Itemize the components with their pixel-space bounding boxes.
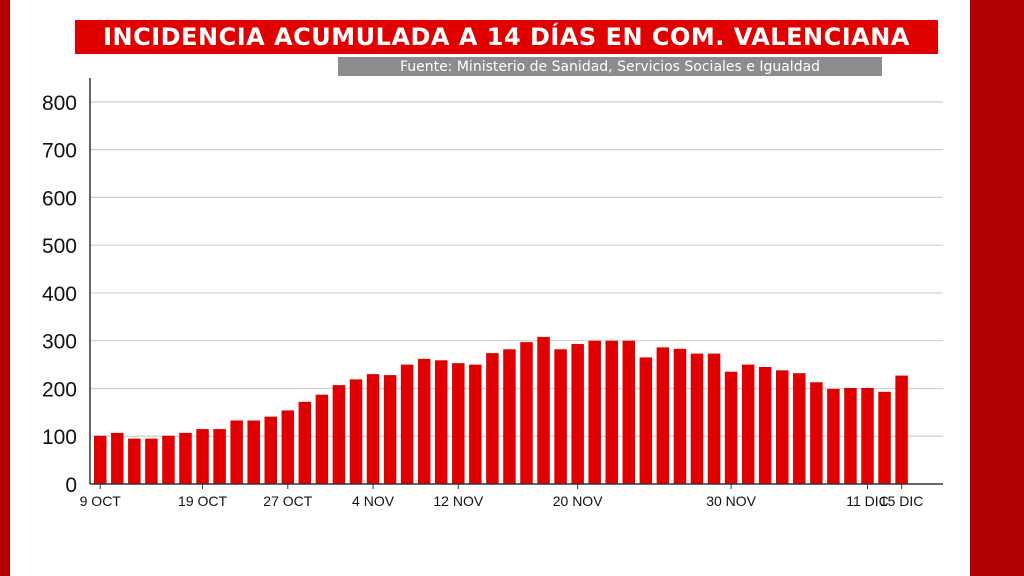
bar [878, 391, 891, 484]
bar [690, 353, 704, 484]
bar [332, 385, 346, 484]
bar [213, 429, 226, 484]
bar [179, 432, 192, 484]
bar [673, 348, 687, 484]
x-tick-label: 20 NOV [553, 493, 603, 509]
bar [844, 387, 857, 484]
bar [264, 416, 277, 484]
chart-title: INCIDENCIA ACUMULADA A 14 DÍAS EN COM. V… [103, 23, 910, 51]
bar [230, 420, 243, 484]
y-tick-label: 400 [42, 283, 77, 306]
bar [435, 360, 448, 484]
bar [400, 364, 414, 484]
x-tick-label: 11 DIC [846, 493, 889, 509]
source-label: Fuente: Ministerio de Sanidad, Servicios… [399, 58, 821, 75]
bar [383, 375, 397, 484]
bar [656, 347, 670, 484]
x-axis-ticks: 9 OCT 19 OCT 27 OCT 4 NOV 12 NOV 20 NOV 30 NOV… [80, 484, 924, 509]
y-tick-label: 800 [42, 92, 77, 115]
y-tick-label: 100 [42, 426, 77, 449]
bar [247, 420, 260, 484]
y-tick-label: 500 [42, 235, 77, 258]
source-banner: Fuente: Ministerio de Sanidad, Servicios… [338, 57, 882, 76]
bar [741, 364, 755, 484]
y-tick-label: 200 [42, 378, 77, 401]
bar [588, 340, 601, 484]
bar [315, 394, 329, 484]
bar [571, 344, 584, 484]
bar [111, 432, 124, 484]
bar [281, 410, 295, 484]
bar [827, 388, 840, 484]
bar [537, 336, 550, 484]
bar [810, 382, 823, 484]
bar [298, 401, 312, 484]
x-tick-label: 4 NOV [352, 493, 395, 509]
bar [605, 340, 618, 484]
x-tick-label: 30 NOV [706, 493, 756, 509]
axes [89, 78, 943, 485]
bar [503, 349, 516, 484]
y-tick-label: 700 [42, 140, 77, 163]
bar [196, 429, 209, 484]
title-banner: INCIDENCIA ACUMULADA A 14 DÍAS EN COM. V… [75, 20, 938, 54]
x-tick-label: 15 DIC [880, 493, 924, 509]
bar [707, 353, 721, 484]
bar [417, 358, 431, 484]
bar [162, 435, 175, 484]
bar [366, 374, 380, 484]
bar [758, 366, 772, 484]
bar [469, 364, 482, 484]
bar [776, 370, 789, 484]
bar [452, 363, 465, 484]
bar [128, 438, 141, 484]
bar [94, 435, 107, 484]
bars [94, 336, 908, 484]
bar [793, 373, 806, 484]
bar [486, 353, 499, 484]
y-tick-label: 300 [42, 331, 77, 354]
bar [861, 387, 874, 484]
y-tick-label: 600 [42, 187, 77, 210]
y-tick-label: 0 [65, 474, 77, 497]
bar [639, 357, 653, 484]
bar [520, 342, 533, 484]
bar [145, 438, 158, 484]
bar [724, 371, 738, 484]
bar [349, 379, 363, 484]
bar [554, 349, 567, 484]
x-tick-label: 9 OCT [80, 493, 122, 509]
x-tick-label: 19 OCT [178, 493, 227, 509]
y-axis-ticks: 0 100 200 300 400 500 600 700 800 [42, 92, 77, 497]
bar [622, 340, 636, 484]
x-tick-label: 27 OCT [263, 493, 312, 509]
bar [895, 375, 908, 484]
x-tick-label: 12 NOV [433, 493, 483, 509]
